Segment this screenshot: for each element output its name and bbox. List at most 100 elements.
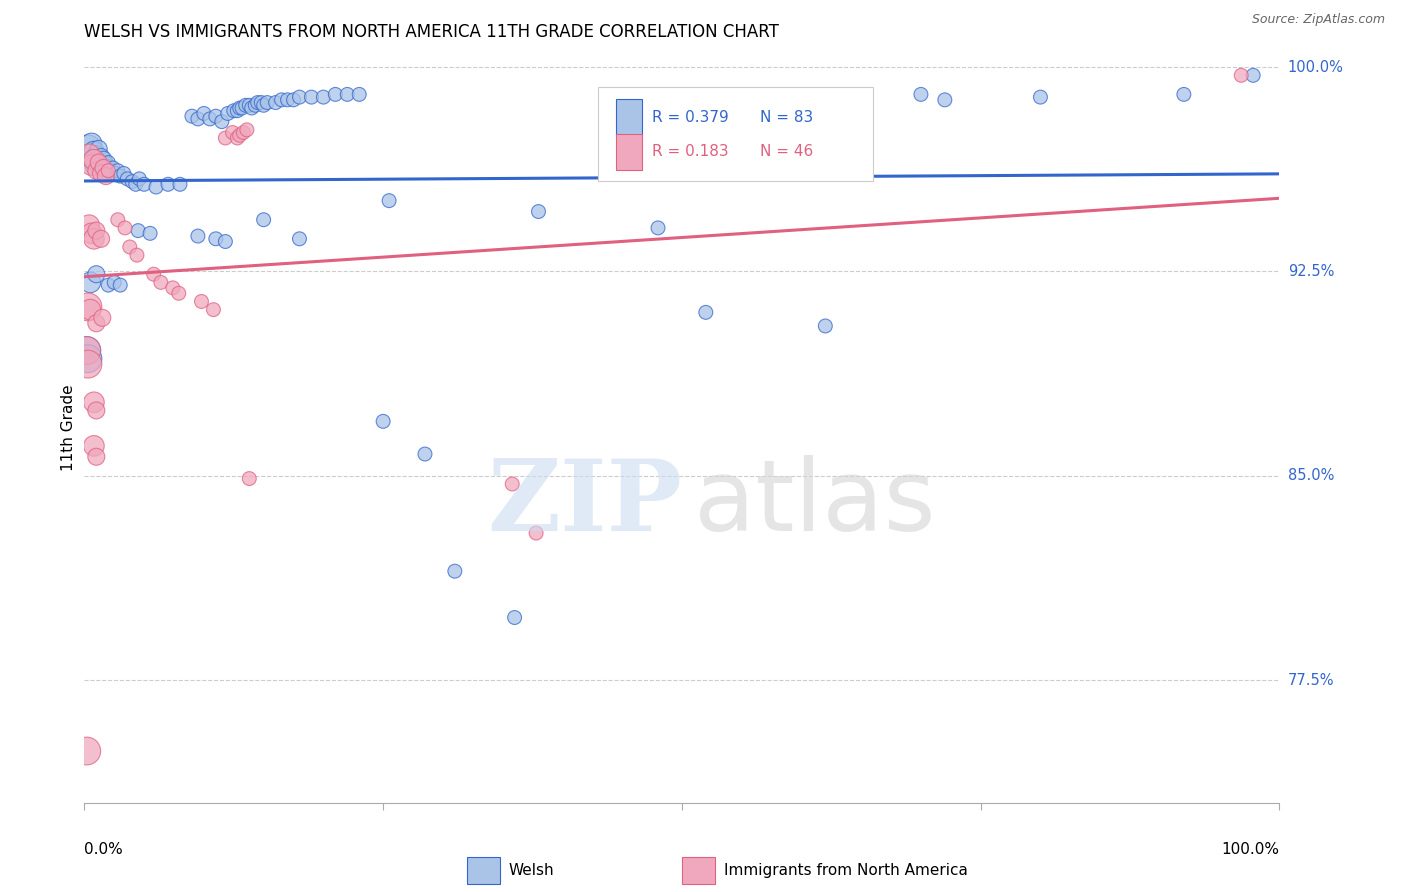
Point bbox=[378, 194, 401, 208]
Point bbox=[100, 163, 122, 178]
Point bbox=[77, 300, 100, 314]
Point bbox=[214, 131, 236, 145]
Text: N = 46: N = 46 bbox=[759, 145, 813, 159]
Point bbox=[91, 310, 114, 325]
Point bbox=[270, 93, 292, 107]
Point bbox=[910, 87, 932, 102]
Point bbox=[79, 276, 101, 290]
Point bbox=[89, 155, 111, 169]
Point bbox=[79, 147, 101, 161]
Text: WELSH VS IMMIGRANTS FROM NORTH AMERICA 11TH GRADE CORRELATION CHART: WELSH VS IMMIGRANTS FROM NORTH AMERICA 1… bbox=[84, 23, 779, 41]
Point bbox=[103, 276, 125, 290]
Point bbox=[814, 318, 837, 333]
Point bbox=[121, 175, 143, 189]
Point bbox=[217, 106, 239, 120]
Point bbox=[76, 744, 98, 758]
Text: 85.0%: 85.0% bbox=[1288, 468, 1334, 483]
Point bbox=[349, 87, 371, 102]
Point bbox=[87, 142, 110, 156]
Point bbox=[934, 93, 956, 107]
Text: R = 0.183: R = 0.183 bbox=[652, 145, 728, 159]
Point bbox=[145, 180, 167, 194]
Point bbox=[83, 395, 105, 409]
Point bbox=[235, 98, 257, 112]
Point bbox=[117, 172, 139, 186]
Text: N = 83: N = 83 bbox=[759, 110, 813, 125]
Point bbox=[93, 153, 115, 167]
Text: atlas: atlas bbox=[695, 455, 935, 551]
Point bbox=[283, 93, 305, 107]
Point bbox=[90, 166, 112, 180]
Point bbox=[181, 109, 204, 123]
Point bbox=[112, 166, 135, 180]
Text: 100.0%: 100.0% bbox=[1222, 842, 1279, 856]
Point bbox=[501, 477, 523, 491]
Point bbox=[264, 95, 287, 110]
Point bbox=[253, 212, 276, 227]
Point bbox=[312, 90, 335, 104]
Point bbox=[86, 403, 108, 417]
Text: 77.5%: 77.5% bbox=[1288, 673, 1334, 688]
Point bbox=[76, 343, 98, 358]
Point bbox=[97, 155, 120, 169]
Text: 92.5%: 92.5% bbox=[1288, 264, 1334, 279]
Point bbox=[86, 153, 108, 167]
Point bbox=[187, 112, 209, 126]
Point bbox=[83, 145, 105, 159]
Point bbox=[444, 564, 467, 578]
Point bbox=[80, 158, 103, 172]
Point bbox=[107, 212, 129, 227]
Point bbox=[93, 166, 115, 180]
Point bbox=[325, 87, 347, 102]
Point bbox=[84, 158, 107, 172]
Point bbox=[167, 286, 190, 301]
Point bbox=[94, 169, 117, 183]
Point bbox=[118, 240, 141, 254]
Point bbox=[190, 294, 212, 309]
Point bbox=[211, 114, 233, 128]
Point bbox=[1029, 90, 1052, 104]
Point bbox=[524, 526, 547, 541]
Point bbox=[82, 153, 104, 167]
Point bbox=[90, 150, 112, 164]
Point bbox=[94, 158, 117, 172]
Point bbox=[527, 204, 550, 219]
Point bbox=[86, 147, 108, 161]
Point bbox=[222, 103, 245, 118]
Point bbox=[202, 302, 225, 317]
Point bbox=[231, 101, 253, 115]
Text: 100.0%: 100.0% bbox=[1288, 60, 1344, 75]
Point bbox=[232, 126, 254, 140]
Point bbox=[132, 178, 156, 192]
Point bbox=[93, 161, 115, 175]
Point bbox=[162, 281, 184, 295]
Point bbox=[1241, 68, 1264, 82]
Point bbox=[169, 178, 191, 192]
Point bbox=[695, 305, 717, 319]
Point bbox=[1230, 68, 1253, 82]
Point bbox=[647, 220, 669, 235]
Point bbox=[79, 302, 101, 317]
Point bbox=[86, 450, 108, 464]
Point bbox=[236, 123, 259, 137]
FancyBboxPatch shape bbox=[682, 857, 716, 884]
Point bbox=[503, 610, 526, 624]
Point bbox=[80, 136, 103, 151]
Text: Source: ZipAtlas.com: Source: ZipAtlas.com bbox=[1251, 13, 1385, 27]
Point bbox=[277, 93, 299, 107]
Point bbox=[187, 229, 209, 244]
Point bbox=[205, 109, 228, 123]
Point bbox=[110, 169, 132, 183]
Point bbox=[77, 147, 100, 161]
Point bbox=[240, 101, 263, 115]
Point bbox=[1173, 87, 1195, 102]
Point bbox=[253, 98, 276, 112]
Text: ZIP: ZIP bbox=[486, 455, 682, 551]
Point bbox=[97, 163, 120, 178]
Y-axis label: 11th Grade: 11th Grade bbox=[60, 384, 76, 472]
Point bbox=[91, 161, 114, 175]
Point bbox=[110, 278, 132, 293]
Point bbox=[157, 178, 180, 192]
Point bbox=[114, 220, 136, 235]
Text: 0.0%: 0.0% bbox=[84, 842, 124, 856]
